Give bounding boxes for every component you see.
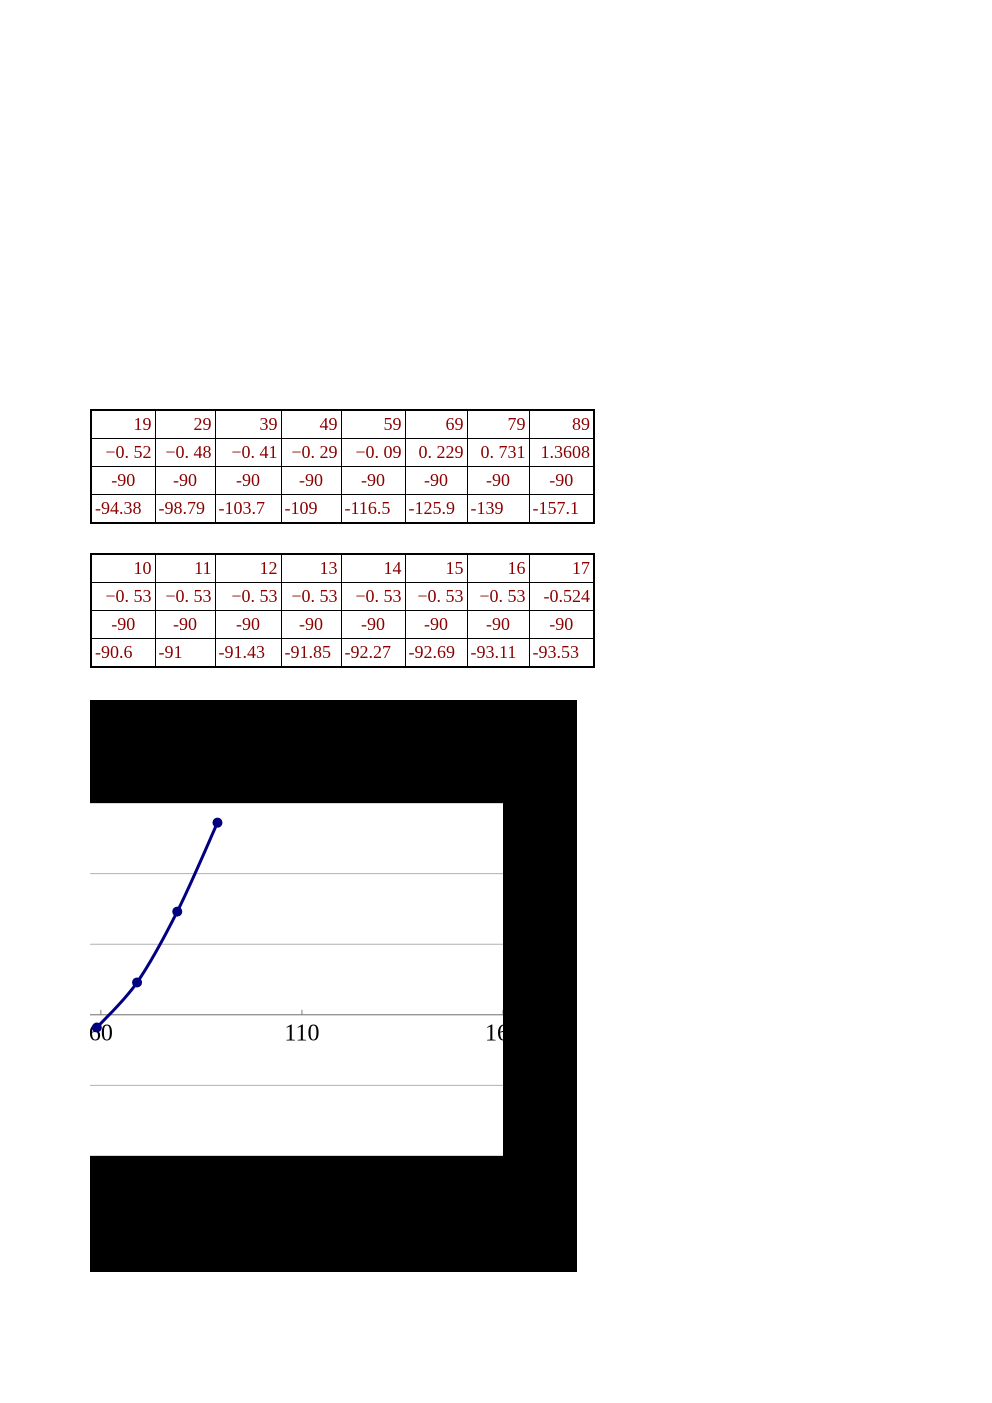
table-row: -90 -90 -90 -90 -90 -90 -90 -90 — [90, 466, 595, 495]
table-cell: -90 — [340, 466, 406, 495]
table-cell: 10 — [90, 553, 156, 583]
table-cell: 17 — [528, 553, 595, 583]
data-table: 19 29 39 49 59 69 79 89 −0. 52 −0. 48 −0. 41 −0. 29… — [90, 409, 595, 524]
table-cell: 59 — [340, 409, 406, 439]
table-cell: 11 — [154, 553, 216, 583]
table-row: 10 11 12 13 14 15 16 17 — [90, 553, 595, 583]
table-cell: -98.79 — [154, 494, 216, 524]
table-cell: -91.43 — [214, 638, 282, 668]
table-cell: -90 — [90, 466, 156, 495]
table-cell: 0. 229 — [404, 438, 468, 467]
table-cell: −0. 53 — [404, 582, 468, 611]
table-cell: 19 — [90, 409, 156, 439]
table-cell: -116.5 — [340, 494, 406, 524]
table-cell: -90 — [528, 610, 595, 639]
table-cell: 29 — [154, 409, 216, 439]
table-row: 19 29 39 49 59 69 79 89 — [90, 409, 595, 439]
table-cell: -92.69 — [404, 638, 468, 668]
table-cell: −0. 48 — [154, 438, 216, 467]
table-row: -90 -90 -90 -90 -90 -90 -90 -90 — [90, 610, 595, 639]
table-cell: −0. 41 — [214, 438, 282, 467]
table-row: -90.6 -91 -91.43 -91.85 -92.27 -92.69 -93.11 -9… — [90, 638, 595, 668]
table-cell: -90.6 — [90, 638, 156, 668]
table-cell: 69 — [404, 409, 468, 439]
table-cell: -90 — [466, 610, 530, 639]
table-cell: -90 — [404, 610, 468, 639]
plot-area — [90, 803, 503, 1156]
data-point — [172, 906, 183, 917]
table-cell: −0. 53 — [214, 582, 282, 611]
table-cell: 89 — [528, 409, 595, 439]
table-cell: 14 — [340, 553, 406, 583]
table-cell: -103.7 — [214, 494, 282, 524]
table-cell: −0. 53 — [90, 582, 156, 611]
table-cell: -91.85 — [280, 638, 342, 668]
table-cell: −0. 53 — [154, 582, 216, 611]
plot: 60 110 160 — [90, 803, 521, 1156]
table-cell: 15 — [404, 553, 468, 583]
table-cell: -90 — [154, 466, 216, 495]
table-cell: −0. 53 — [466, 582, 530, 611]
table-cell: -91 — [154, 638, 216, 668]
table-cell: 13 — [280, 553, 342, 583]
table-cell: −0. 53 — [340, 582, 406, 611]
data-line — [95, 822, 219, 1029]
table-cell: -0.524 — [528, 582, 595, 611]
table-cell: -109 — [280, 494, 342, 524]
data-point — [132, 977, 143, 988]
table-cell: -90 — [154, 610, 216, 639]
table-cell: -90 — [404, 466, 468, 495]
table-cell: 79 — [466, 409, 530, 439]
table-cell: -93.11 — [466, 638, 530, 668]
table-cell: 39 — [214, 409, 282, 439]
table-cell: -90 — [214, 610, 282, 639]
table-cell: −0. 09 — [340, 438, 406, 467]
table-cell: 1.3608 — [528, 438, 595, 467]
table-cell: 16 — [466, 553, 530, 583]
table-cell: -125.9 — [404, 494, 468, 524]
table-cell: −0. 52 — [90, 438, 156, 467]
table-cell: -93.53 — [528, 638, 595, 668]
table-cell: -94.38 — [90, 494, 156, 524]
x-tick-label: 110 — [284, 1020, 319, 1046]
table-cell: 49 — [280, 409, 342, 439]
data-table: 10 11 12 13 14 15 16 17 −0. 53 −0. 53 −0. 53 −0. 53… — [90, 553, 595, 668]
chart: 60 110 160 — [90, 700, 577, 1272]
table-cell: 12 — [214, 553, 282, 583]
table-cell: -90 — [528, 466, 595, 495]
table-cell: -90 — [90, 610, 156, 639]
table-cell: -157.1 — [528, 494, 595, 524]
table-cell: -90 — [340, 610, 406, 639]
table-cell: -92.27 — [340, 638, 406, 668]
table-cell: -90 — [466, 466, 530, 495]
table-row: -94.38 -98.79 -103.7 -109 -116.5 -125.9 -139 -1… — [90, 494, 595, 524]
table-cell: -90 — [280, 610, 342, 639]
x-tick-label: 160 — [485, 1020, 521, 1046]
table-cell: -139 — [466, 494, 530, 524]
table-cell: 0. 731 — [466, 438, 530, 467]
data-point — [212, 817, 223, 828]
data-point — [91, 1022, 102, 1033]
table-cell: −0. 29 — [280, 438, 342, 467]
table-cell: -90 — [280, 466, 342, 495]
table-row: −0. 53 −0. 53 −0. 53 −0. 53 −0. 53 −0. 53 −0. … — [90, 582, 595, 611]
table-cell: −0. 53 — [280, 582, 342, 611]
table-cell: -90 — [214, 466, 282, 495]
table-row: −0. 52 −0. 48 −0. 41 −0. 29 −0. 09 0. 229 0. 7… — [90, 438, 595, 467]
